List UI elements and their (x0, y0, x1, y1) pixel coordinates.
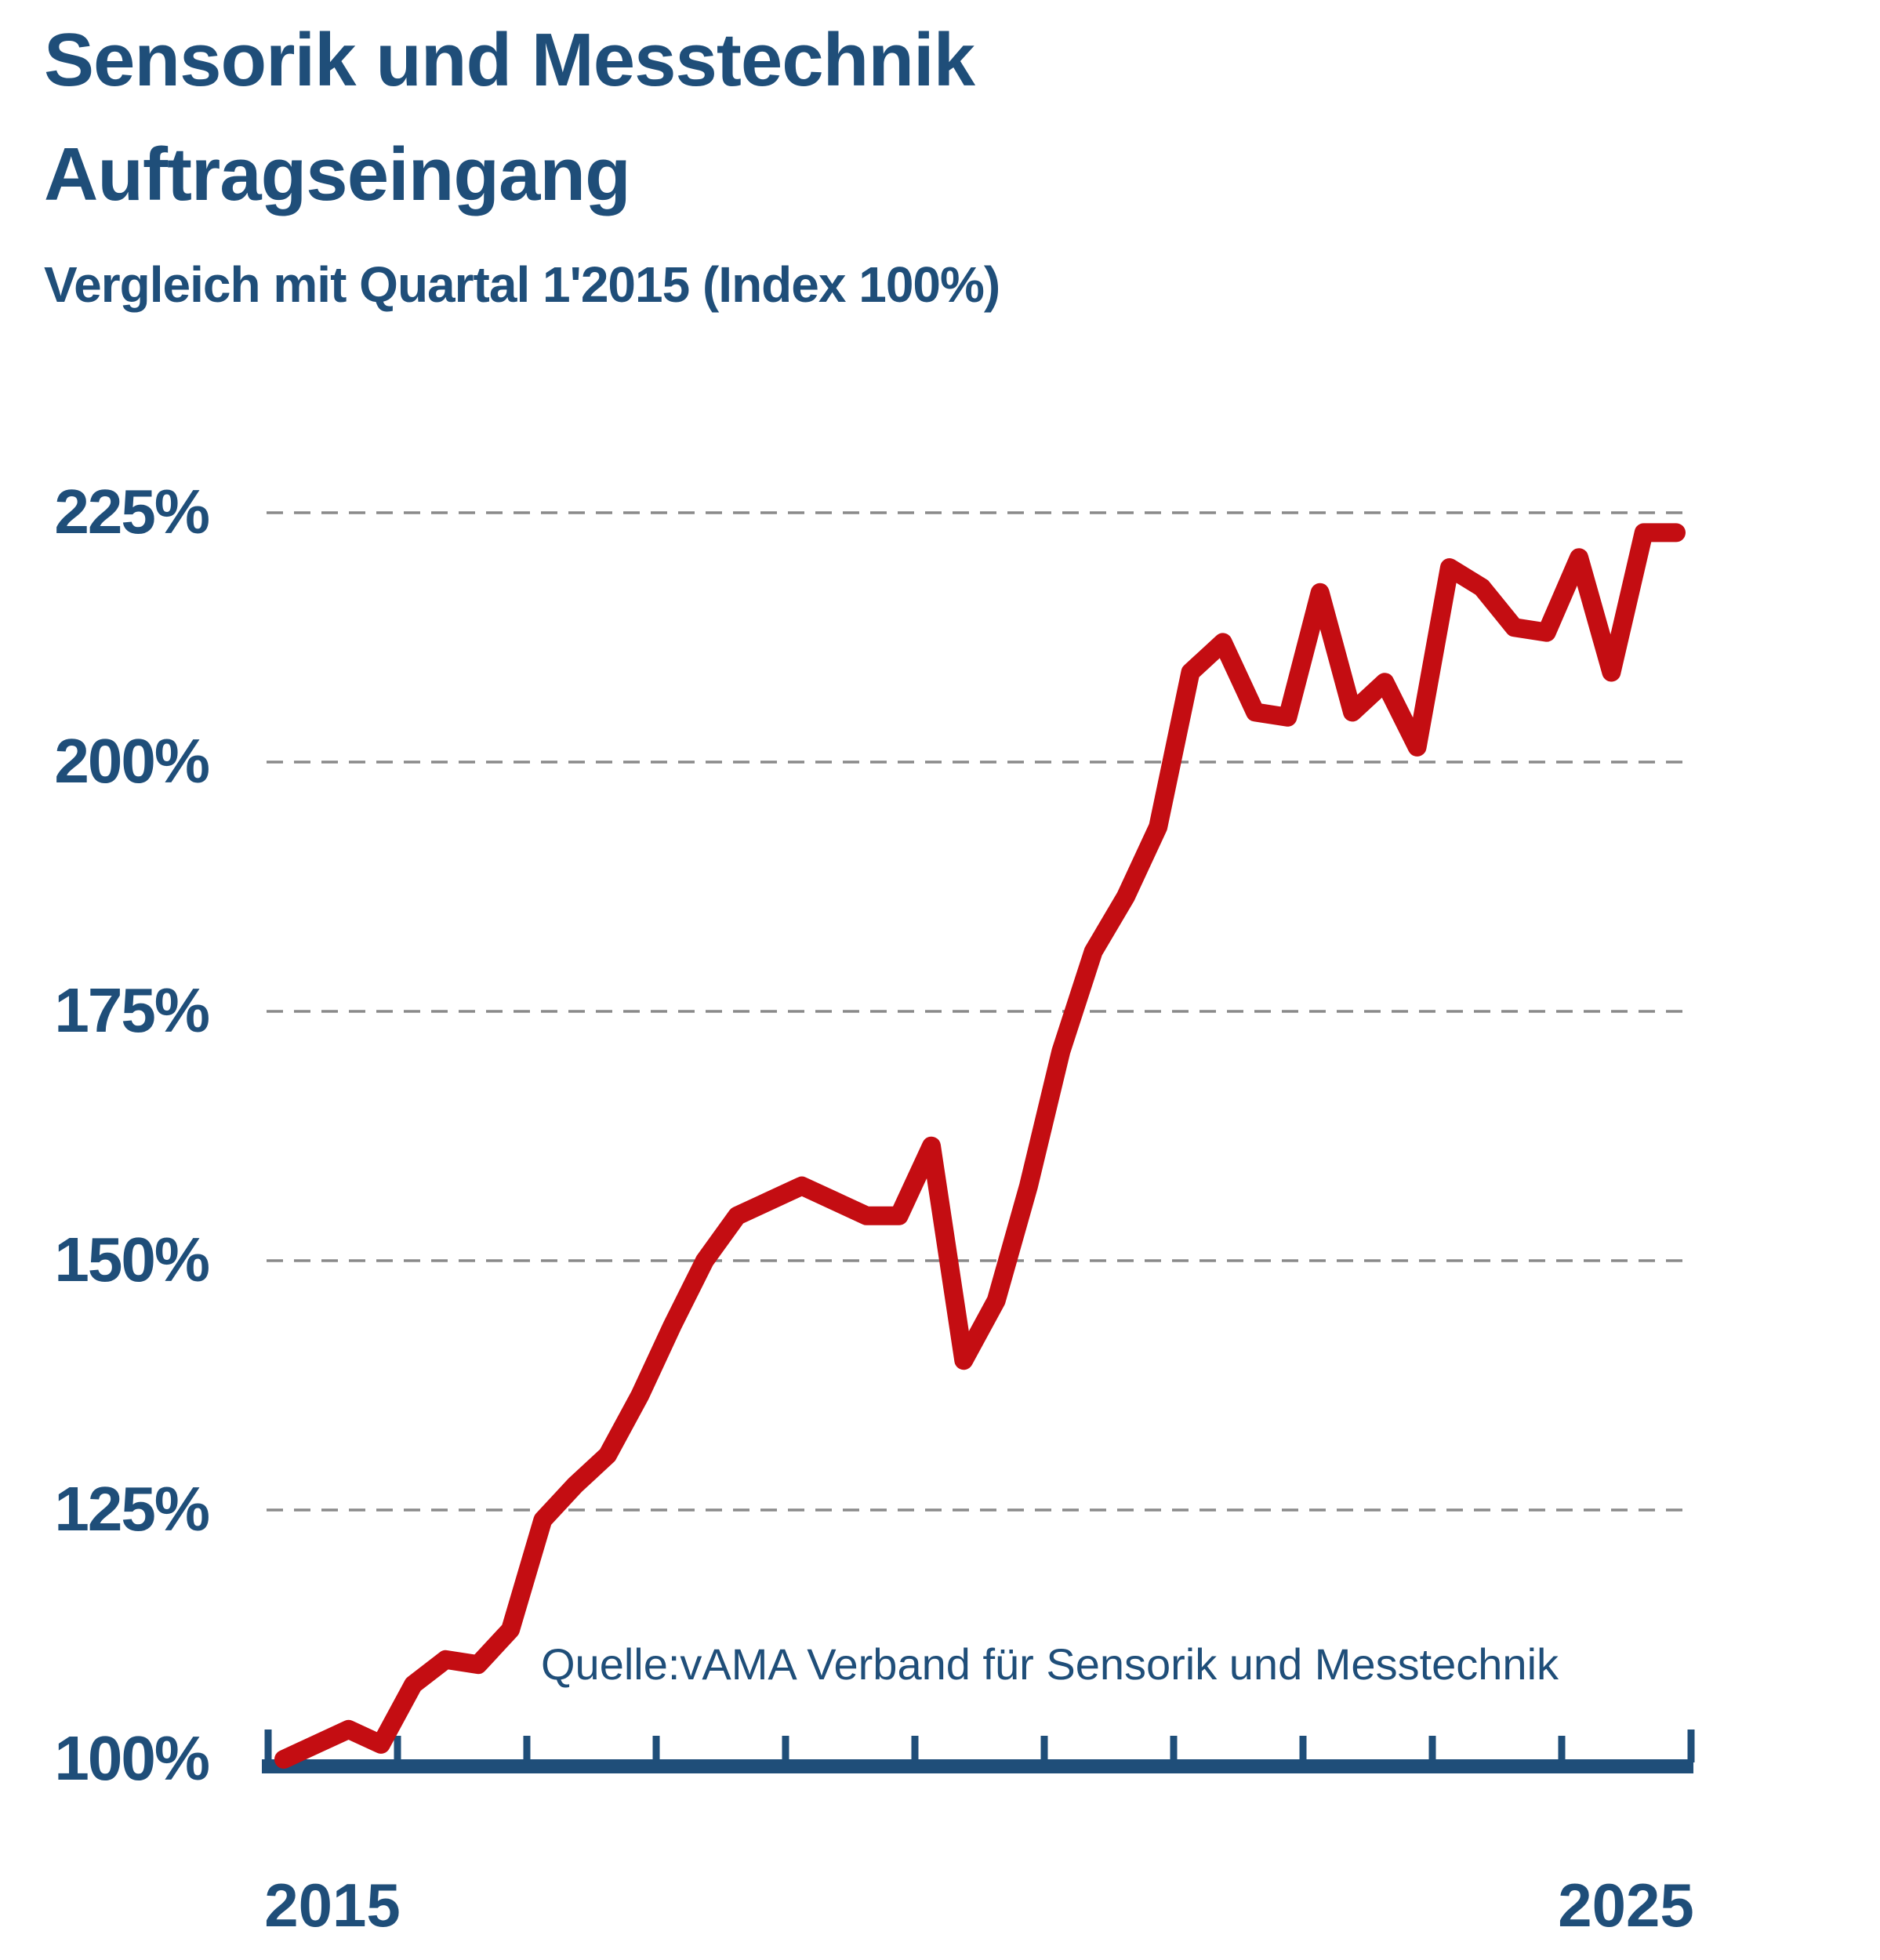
y-axis-label: 125% (54, 1474, 210, 1544)
page-title: Sensorik und Messtechnik (44, 18, 975, 102)
x-axis (262, 1730, 1695, 1773)
source-note: Quelle:vAMA Verband für Sensorik und Mes… (541, 1639, 1559, 1689)
gridlines (267, 511, 1690, 1512)
y-axis-label: 200% (54, 726, 210, 796)
y-axis-label: 100% (54, 1723, 210, 1793)
y-axis-label: 150% (54, 1225, 210, 1294)
page-title-line2: Auftragseingang (44, 132, 631, 216)
y-axis-label: 225% (54, 477, 210, 546)
chart-subtitle: Vergleich mit Quartal 1'2015 (Index 100%… (44, 256, 1000, 313)
x-axis-label: 2025 (1558, 1871, 1694, 1940)
y-axis-label: 175% (54, 975, 210, 1045)
data-series-line (274, 523, 1686, 1769)
x-axis-label: 2015 (264, 1871, 401, 1940)
